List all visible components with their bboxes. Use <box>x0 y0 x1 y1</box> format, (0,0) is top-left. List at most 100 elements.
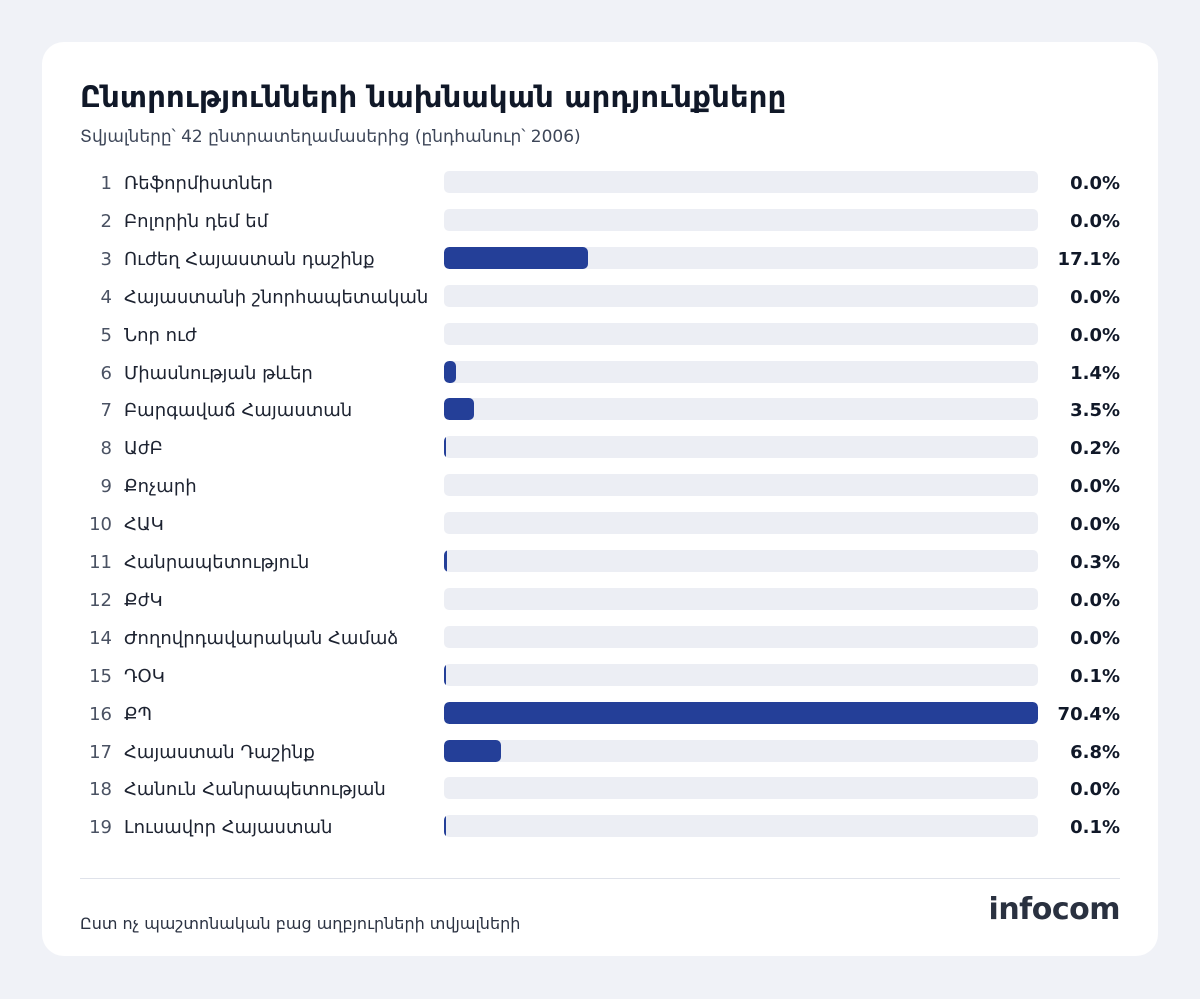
bar-row: 12 ՔժԿ 0.0% <box>42 582 1158 620</box>
bar-row: 2 Բոլորին դեմ եմ 0.0% <box>42 203 1158 241</box>
row-number: 17 <box>89 741 112 763</box>
infocom-logo: infocom <box>988 892 1121 927</box>
row-number: 9 <box>100 476 112 498</box>
row-label: Հանրապետություն <box>124 552 310 573</box>
bar-row: 4 Հայաստանի շնորհապետական 0.0% <box>42 279 1158 317</box>
row-label: Բոլորին դեմ եմ <box>124 210 269 232</box>
row-label: ՔժԿ <box>124 589 163 611</box>
value-label: 0.0% <box>1070 210 1120 232</box>
bar <box>444 701 1038 724</box>
bar-row: 19 Լուսավոր Հայաստան 0.1% <box>42 809 1158 847</box>
bar-row: 10 ՀԱԿ 0.0% <box>42 506 1158 544</box>
bar-row: 16 ՔՊ 70.4% <box>42 696 1158 734</box>
bar-track <box>444 625 1038 648</box>
row-label: ՔՊ <box>124 703 153 725</box>
bar-row: 1 Ռեֆորմիստներ 0.0% <box>42 165 1158 203</box>
bar-row: 7 Բարգավաճ Հայաստան 3.5% <box>42 392 1158 430</box>
bar-row: 14 Ժողովրդավարական Համաձ 0.0% <box>42 620 1158 658</box>
bar-row: 3 Ուժեղ Հայաստան դաշինք 17.1% <box>42 241 1158 279</box>
value-label: 0.1% <box>1070 665 1120 687</box>
value-label: 0.0% <box>1070 286 1120 308</box>
chart-subtitle: Տվյալները՝ 42 ընտրատեղամասերից (ընդհանու… <box>80 127 581 147</box>
row-number: 19 <box>89 817 112 839</box>
bar-row: 18 Հանուն Հանրապետության 0.0% <box>42 771 1158 809</box>
bar <box>444 436 446 459</box>
value-label: 0.0% <box>1070 173 1120 194</box>
bar-row: 9 Քոչարի 0.0% <box>42 468 1158 506</box>
row-label: Ժողովրդավարական Համաձ <box>124 627 399 649</box>
row-label: Բարգավաճ Հայաստան <box>124 400 353 422</box>
bar-track <box>444 398 1038 421</box>
bar-row: 8 ԱժԲ 0.2% <box>42 430 1158 468</box>
value-label: 0.0% <box>1070 514 1120 536</box>
bar <box>444 246 589 269</box>
chart-title: Ընտրությունների նախնական արդյունքները <box>80 80 787 114</box>
bar-track <box>444 701 1038 724</box>
bar-track <box>444 436 1038 459</box>
bar-track <box>444 739 1038 762</box>
bar-track <box>444 777 1038 800</box>
footer-divider <box>80 878 1120 879</box>
bar <box>444 398 474 421</box>
row-label: Հանուն Հանրապետության <box>124 779 386 801</box>
row-label: Հայաստանի շնորհապետական <box>124 286 429 308</box>
row-number: 1 <box>100 173 112 194</box>
value-label: 6.8% <box>1070 741 1120 763</box>
value-label: 70.4% <box>1057 703 1120 725</box>
source-note: Ըստ ոչ պաշտոնական բաց աղբյուրների տվյալն… <box>80 914 521 933</box>
bar <box>444 815 446 838</box>
bar <box>444 739 502 762</box>
value-label: 0.0% <box>1070 627 1120 649</box>
row-label: ԱժԲ <box>124 438 163 460</box>
value-label: 0.0% <box>1070 779 1120 801</box>
bar-track <box>444 663 1038 686</box>
row-number: 2 <box>100 210 112 232</box>
row-number: 5 <box>100 324 112 346</box>
row-number: 16 <box>89 703 112 725</box>
value-label: 3.5% <box>1070 400 1120 422</box>
value-label: 0.2% <box>1070 438 1120 460</box>
row-number: 8 <box>100 438 112 460</box>
bar-track <box>444 171 1038 193</box>
row-label: Լուսավոր Հայաստան <box>124 817 333 839</box>
value-label: 0.0% <box>1070 324 1120 346</box>
bar-track <box>444 512 1038 535</box>
row-label: Քոչարի <box>124 476 197 498</box>
row-label: Ուժեղ Հայաստան դաշինք <box>124 248 375 270</box>
bar-row: 6 Միասնության թևեր 1.4% <box>42 355 1158 393</box>
value-label: 0.0% <box>1070 476 1120 498</box>
bar-row: 5 Նոր ուժ 0.0% <box>42 317 1158 355</box>
row-label: ԴՕԿ <box>124 665 165 687</box>
row-label: Նոր ուժ <box>124 324 197 346</box>
value-label: 0.1% <box>1070 817 1120 839</box>
bar-track <box>444 208 1038 231</box>
bar-row: 15 ԴՕԿ 0.1% <box>42 658 1158 696</box>
bar-track <box>444 360 1038 383</box>
row-number: 14 <box>89 627 112 649</box>
bar <box>444 550 447 572</box>
row-label: ՀԱԿ <box>124 514 164 536</box>
row-number: 4 <box>100 286 112 308</box>
bar-track <box>444 322 1038 345</box>
bar-row: 17 Հայաստան Դաշինք 6.8% <box>42 734 1158 772</box>
bar-track <box>444 246 1038 269</box>
value-label: 0.0% <box>1070 589 1120 611</box>
row-number: 3 <box>100 248 112 270</box>
bar-row: 11 Հանրապետություն 0.3% <box>42 544 1158 582</box>
bar-track <box>444 284 1038 307</box>
bar-track <box>444 474 1038 497</box>
row-number: 15 <box>89 665 112 687</box>
value-label: 0.3% <box>1070 552 1120 573</box>
row-number: 12 <box>89 589 112 611</box>
bar-track <box>444 550 1038 572</box>
chart-card: Ընտրությունների նախնական արդյունքները Տվ… <box>42 42 1158 956</box>
bar-track <box>444 587 1038 610</box>
bar <box>444 663 446 686</box>
bar <box>444 360 456 383</box>
row-number: 18 <box>89 779 112 801</box>
row-number: 11 <box>89 552 112 573</box>
row-label: Ռեֆորմիստներ <box>124 173 273 194</box>
row-number: 6 <box>100 362 112 384</box>
row-label: Հայաստան Դաշինք <box>124 741 315 763</box>
row-number: 7 <box>100 400 112 422</box>
